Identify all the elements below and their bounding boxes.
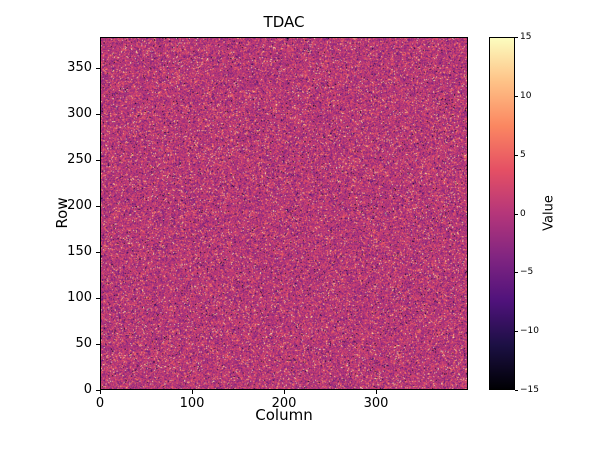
x-tick-label: 200 xyxy=(271,396,297,411)
colorbar-tick-mark xyxy=(515,95,518,97)
colorbar-tick-label: −10 xyxy=(520,326,539,337)
colorbar-tick-label: 10 xyxy=(520,90,532,101)
plot-area xyxy=(100,37,468,390)
y-tick-label: 350 xyxy=(67,60,92,76)
y-tick-label: 50 xyxy=(75,336,92,352)
colorbar-tick-mark xyxy=(515,154,518,156)
y-tick-mark xyxy=(96,68,100,70)
y-tick-label: 250 xyxy=(67,152,92,168)
y-tick-label: 150 xyxy=(67,244,92,260)
colorbar-label: Value xyxy=(541,195,557,231)
colorbar xyxy=(489,37,515,390)
x-tick-mark xyxy=(192,390,193,394)
y-tick-label: 100 xyxy=(67,290,92,306)
y-tick-label: 0 xyxy=(83,382,92,397)
colorbar-tick-mark xyxy=(515,272,518,274)
x-tick-label: 0 xyxy=(95,396,105,411)
x-tick-mark xyxy=(376,390,377,394)
heatmap-canvas xyxy=(101,38,467,389)
chart-title: TDAC xyxy=(263,13,305,31)
x-axis-label: Column xyxy=(255,406,313,424)
colorbar-tick-label: 5 xyxy=(520,149,526,160)
x-tick-mark xyxy=(284,390,285,394)
y-tick-mark xyxy=(96,114,100,116)
colorbar-tick-label: 0 xyxy=(520,208,526,219)
x-tick-label: 300 xyxy=(363,396,389,411)
colorbar-tick-mark xyxy=(515,331,518,333)
x-tick-mark xyxy=(100,390,101,394)
colorbar-tick-mark xyxy=(515,37,518,38)
y-tick-label: 300 xyxy=(67,106,92,122)
y-tick-mark xyxy=(96,298,100,300)
y-tick-label: 200 xyxy=(67,198,92,214)
y-tick-mark xyxy=(96,252,100,254)
colorbar-tick-label: −15 xyxy=(520,385,539,395)
y-tick-mark xyxy=(96,390,100,391)
colorbar-tick-mark xyxy=(515,213,518,215)
colorbar-tick-label: −5 xyxy=(520,267,534,278)
colorbar-tick-label: 15 xyxy=(520,32,532,42)
y-tick-mark xyxy=(96,344,100,346)
y-tick-mark xyxy=(96,206,100,208)
colorbar-tick-mark xyxy=(515,390,518,391)
x-tick-label: 100 xyxy=(179,396,205,411)
y-tick-mark xyxy=(96,160,100,162)
